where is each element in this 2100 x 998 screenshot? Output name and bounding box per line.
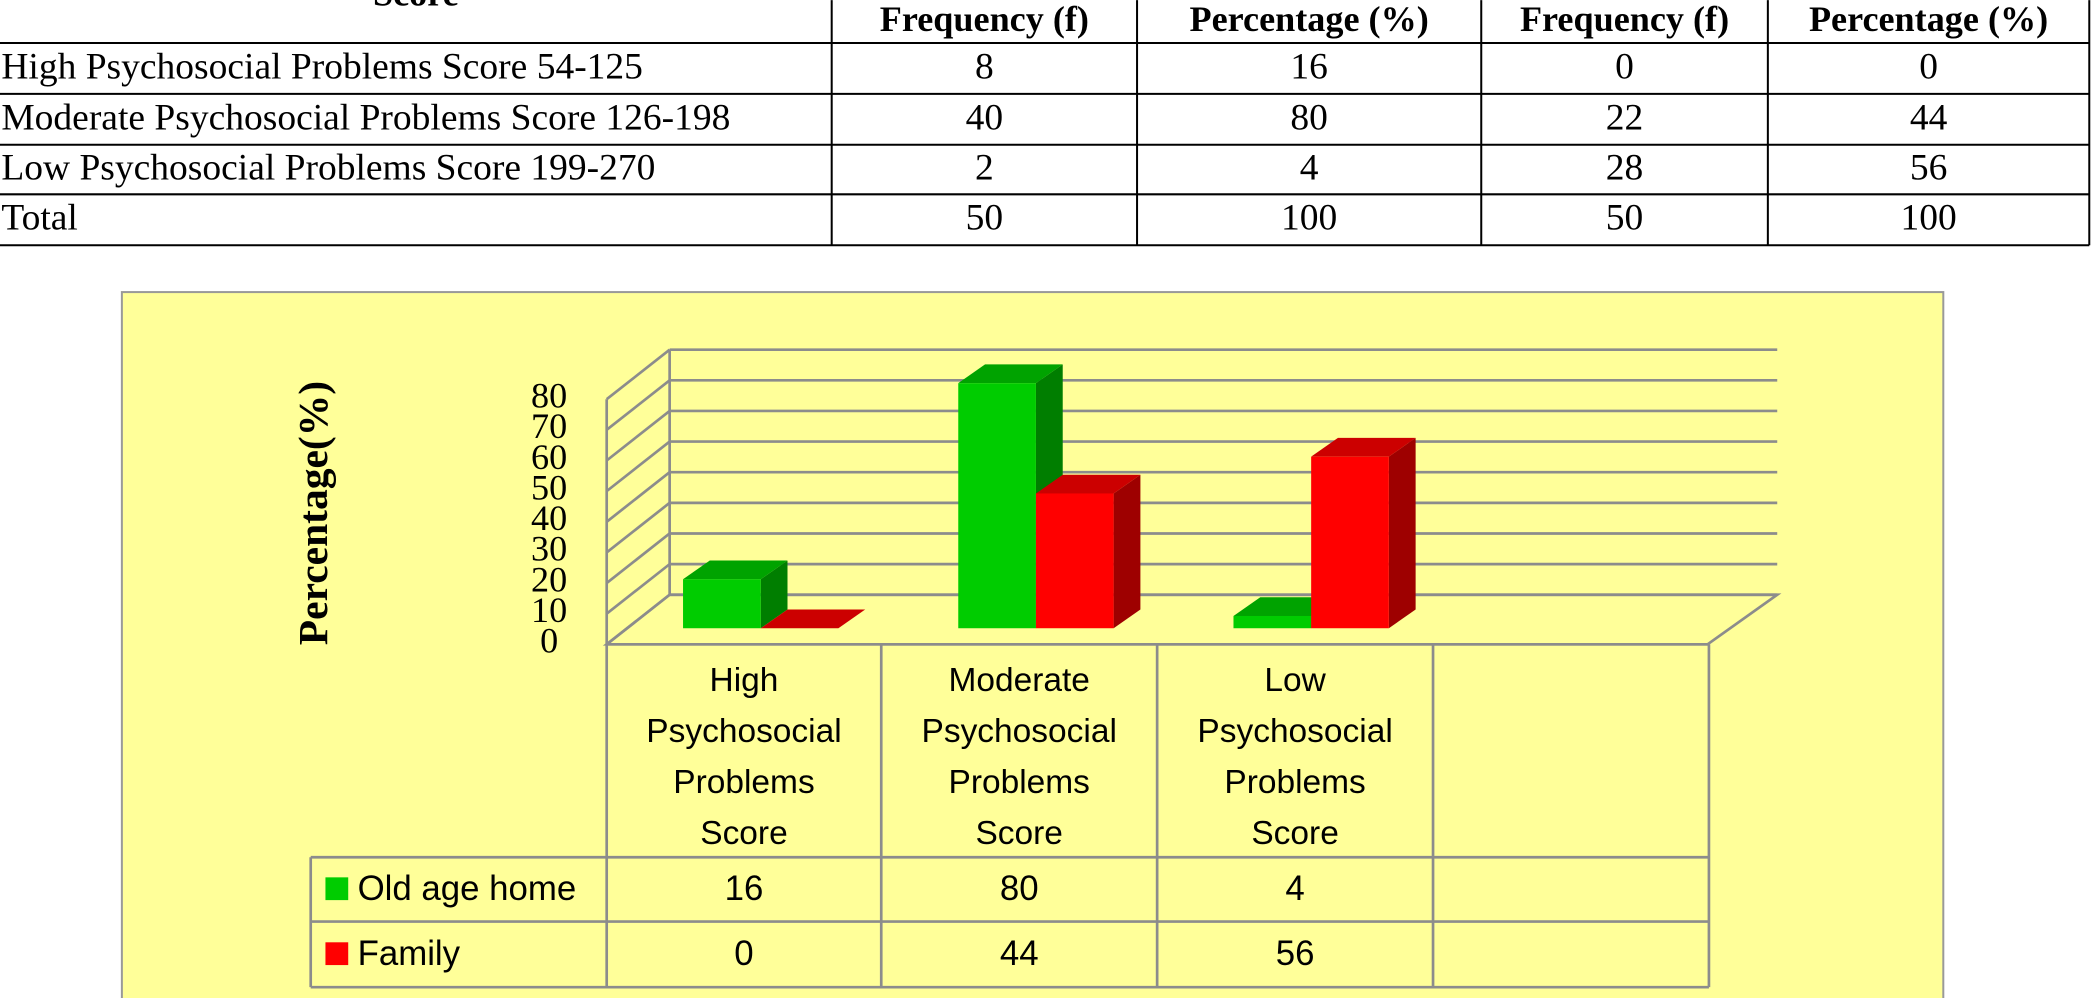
header-cell: Frequency (f): [880, 0, 1089, 39]
x-tick-label: Low Psychosocial Problems Score: [1197, 661, 1393, 852]
bar-side: [1113, 474, 1141, 629]
table-cell: Moderate Psychosocial Problems Score 126…: [1, 97, 730, 138]
y-tick-label: 10: [531, 590, 567, 630]
grid-line: [605, 471, 671, 523]
value-cell: 0: [734, 934, 753, 973]
grid-line: [605, 348, 671, 401]
y-tick-label: 0: [540, 621, 558, 661]
category-cell: Low Psychosocial Problems Score: [1197, 661, 1393, 852]
bar: [1035, 474, 1141, 629]
table-cell: 100: [1900, 198, 1956, 239]
bar-front: [1035, 493, 1114, 629]
table-cell: 80: [1290, 97, 1328, 138]
table-cell: 50: [1606, 198, 1644, 239]
value-cell: 44: [1000, 934, 1039, 973]
bar-top: [1311, 437, 1416, 457]
y-tick-label: 20: [531, 559, 567, 599]
header-cell: Percentage (%): [1809, 0, 2048, 39]
grid-line: [605, 379, 671, 431]
bar-top: [683, 560, 788, 580]
bar-front: [958, 383, 1036, 629]
bar-front: [1233, 615, 1312, 629]
y-tick-label: 50: [531, 467, 567, 507]
bar-front: [1311, 456, 1389, 629]
category-cell: Moderate Psychosocial Problems Score: [921, 661, 1117, 852]
header-cell: Score: [373, 0, 459, 14]
grid-line: [605, 593, 671, 646]
y-tick-label: 30: [531, 529, 567, 569]
legend-swatch: [325, 877, 349, 901]
table-cell: 0: [1919, 46, 1938, 87]
bar: [683, 560, 788, 629]
y-tick-label: 70: [531, 406, 567, 446]
table-cell: 56: [1910, 147, 1948, 188]
table-cell: High Psychosocial Problems Score 54-125: [1, 46, 643, 87]
value-cell: 56: [1276, 934, 1315, 973]
legend-label: Old age home: [358, 869, 577, 908]
bar-side: [1388, 437, 1416, 629]
grid-line: [605, 501, 671, 554]
x-tick-label: High Psychosocial Problems Score: [646, 661, 842, 852]
table-cell: 28: [1606, 147, 1644, 188]
table-cell: 2: [975, 147, 994, 188]
bar-side: [760, 560, 788, 629]
grid-line: [605, 532, 671, 585]
table-cell: 100: [1281, 198, 1337, 239]
value-cell: 16: [725, 869, 764, 908]
bar-top: [760, 609, 866, 629]
y-tick-label: 80: [531, 376, 567, 416]
table-cell: 4: [1300, 147, 1319, 188]
grid-line: [605, 409, 671, 462]
table-cell: 40: [966, 97, 1004, 138]
table-cell: 16: [1290, 46, 1328, 87]
header-cell: Frequency (f): [1520, 0, 1729, 39]
header-cell: Percentage (%): [1190, 0, 1429, 39]
bar: [1311, 437, 1416, 629]
table-cell: 8: [975, 46, 994, 87]
grid-line: [605, 563, 671, 615]
value-cell: 4: [1285, 869, 1304, 908]
bar-top: [958, 364, 1063, 384]
table-cell: 22: [1606, 97, 1644, 138]
table-cell: Low Psychosocial Problems Score 199-270: [1, 147, 655, 188]
x-tick-label: Moderate Psychosocial Problems Score: [921, 661, 1117, 852]
legend-swatch: [325, 942, 349, 966]
y-tick-label: 40: [531, 498, 567, 538]
legend-label: Family: [358, 934, 461, 973]
table-cell: 50: [966, 198, 1004, 239]
value-cell: 80: [1000, 869, 1039, 908]
grid-line: [605, 440, 671, 493]
bar-front: [683, 579, 761, 629]
table-cell: 0: [1615, 46, 1634, 87]
y-axis-label: Percentage(%): [290, 381, 337, 645]
category-cell: High Psychosocial Problems Score: [646, 661, 842, 852]
table-cell: Total: [1, 198, 78, 239]
data-table: Score Frequency (f) Percentage (%) Frequenc…: [0, 0, 2091, 247]
table-cell: 44: [1910, 97, 1948, 138]
y-tick-label: 60: [531, 437, 567, 477]
bar: [760, 609, 866, 629]
bar-top: [1035, 474, 1141, 494]
